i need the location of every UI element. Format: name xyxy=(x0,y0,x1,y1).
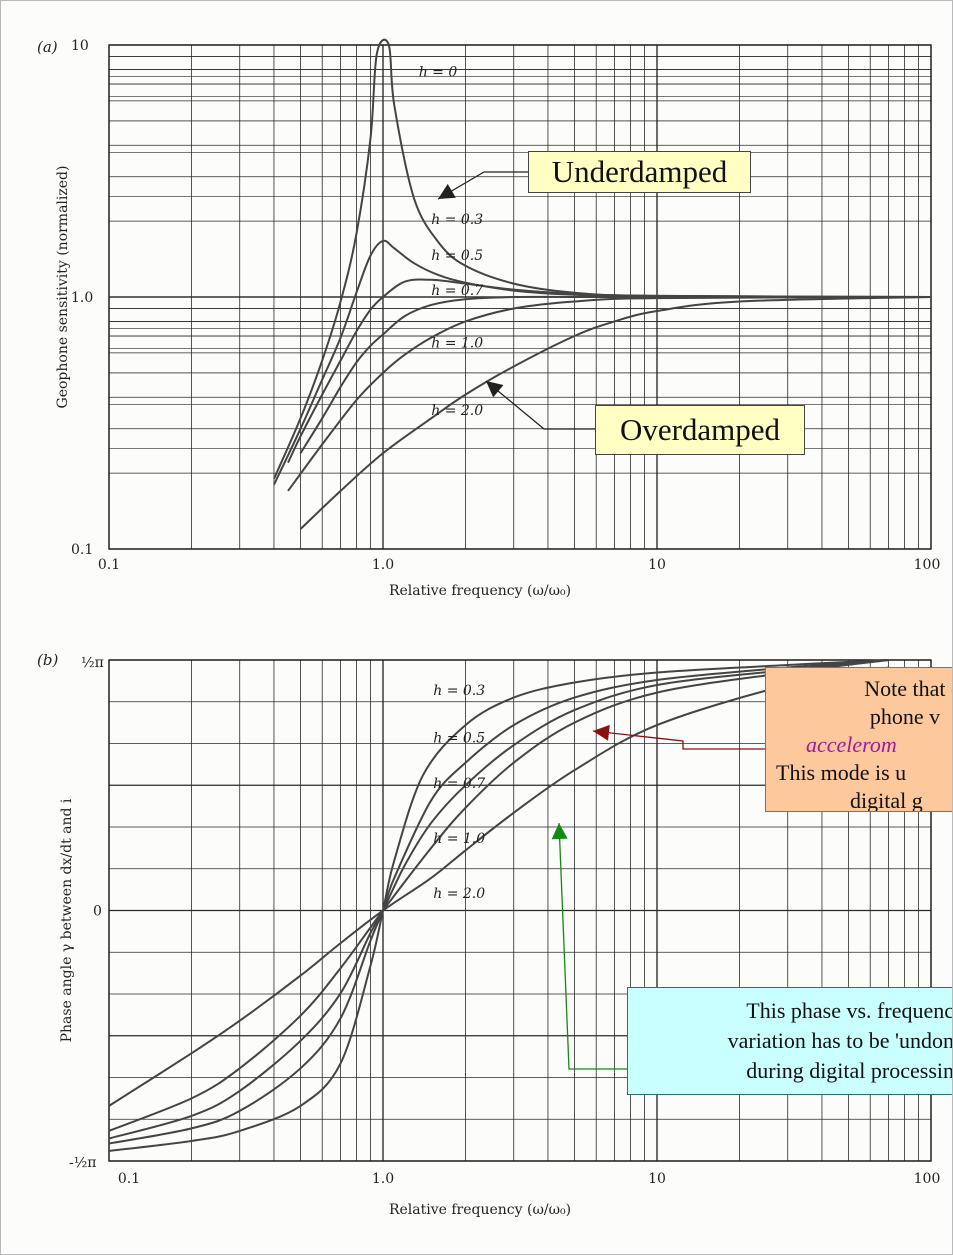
panel-a-label: (a) xyxy=(37,38,58,56)
note-arrow-head xyxy=(593,724,610,741)
phase-note-callout: This phase vs. frequenc variation has to… xyxy=(627,987,953,1095)
panel-a-curve-label: h = 1.0 xyxy=(431,336,483,352)
note-line-4: This mode is u xyxy=(776,760,907,785)
panel-b-y-tick-label: 0 xyxy=(93,904,102,920)
note-line-1: Note that o xyxy=(864,676,953,701)
panel-b-curve-label: h = 2.0 xyxy=(433,886,485,902)
phase-line-3: during digital processin xyxy=(746,1058,953,1083)
panel-b-curve-h07 xyxy=(108,659,889,1140)
panel-b-curve-label: h = 0.7 xyxy=(433,776,485,792)
panel-b-curve-h05 xyxy=(108,659,889,1145)
underdamped-callout: Underdamped xyxy=(528,151,751,193)
panel-b-x-tick-label: 100 xyxy=(914,1171,941,1187)
panel-a-x-tick-label: 0.1 xyxy=(98,557,120,573)
panel-a-curve-label: h = 2.0 xyxy=(431,403,483,419)
panel-b-y-tick-label: ½π xyxy=(81,655,104,671)
panel-b-x-axis-label: Relative frequency (ω/ω₀) xyxy=(389,1202,571,1218)
panel-b-curve-h03 xyxy=(108,659,889,1152)
note-line-2: phone v xyxy=(869,704,941,729)
panel-b-x-tick-label: 1.0 xyxy=(372,1171,394,1187)
panel-a-curve-h10 xyxy=(287,296,932,492)
phase-arrow-line xyxy=(558,822,627,1070)
note-line-3: accelerom xyxy=(806,732,897,757)
panel-a-curve-h07 xyxy=(299,295,931,454)
panel-b-label: (b) xyxy=(37,651,58,669)
overdamped-arrow-line xyxy=(485,380,595,430)
overdamped-callout: Overdamped xyxy=(595,405,805,455)
panel-b-curve-label: h = 0.3 xyxy=(433,683,485,699)
panel-a-curve-label: h = 0.5 xyxy=(431,248,483,264)
panel-a-curve-label: h = 0 xyxy=(419,64,458,80)
panel-a-curve-h05 xyxy=(287,278,932,464)
panel-b-frame xyxy=(108,659,932,1162)
panel-a-x-axis-label: Relative frequency (ω/ω₀) xyxy=(389,583,571,599)
panel-b-curve-h20 xyxy=(108,666,889,1107)
panel-b-curve-h10 xyxy=(108,659,889,1132)
panel-a-y-tick-label: 0.1 xyxy=(71,542,93,558)
panel-a-y-tick-label: 10 xyxy=(71,38,89,54)
phase-arrow-head xyxy=(551,823,568,840)
panel-b-curve-label: h = 1.0 xyxy=(433,831,485,847)
note-line-5: digital g xyxy=(850,788,923,812)
underdamped-arrow-line xyxy=(437,171,528,200)
panel-a-y-axis-label: Geophone sensitivity (normalized) xyxy=(55,166,71,409)
phase-line-2: variation has to be 'undon xyxy=(727,1028,953,1053)
overdamped-text: Overdamped xyxy=(619,412,781,447)
panel-b-y-axis-label: Phase angle γ between dx/dt and i xyxy=(59,798,75,1042)
overdamped-arrow-head xyxy=(486,381,504,398)
panel-a-curve-label: h = 0.7 xyxy=(431,283,483,299)
panel-a-curve-label: h = 0.3 xyxy=(431,212,483,228)
panel-a-x-tick-label: 100 xyxy=(914,557,941,573)
accelerometer-note-callout: Note that o phone v accelerom This mode … xyxy=(765,667,953,812)
panel-a-x-tick-label: 10 xyxy=(648,557,666,573)
note-arrow-line xyxy=(592,730,765,750)
panel-b-x-tick-label: 0.1 xyxy=(118,1171,140,1187)
underdamped-arrow-head xyxy=(438,184,456,199)
panel-a-x-tick-label: 1.0 xyxy=(372,557,394,573)
panel-b-x-tick-label: 10 xyxy=(648,1171,666,1187)
panel-b-curve-label: h = 0.5 xyxy=(433,731,485,747)
phase-line-1: This phase vs. frequenc xyxy=(746,998,953,1023)
panel-b-y-tick-label: -½π xyxy=(69,1155,97,1171)
panel-a-y-tick-label: 1.0 xyxy=(71,290,93,306)
panel-a-curve-h20 xyxy=(299,296,932,530)
underdamped-text: Underdamped xyxy=(551,154,728,189)
